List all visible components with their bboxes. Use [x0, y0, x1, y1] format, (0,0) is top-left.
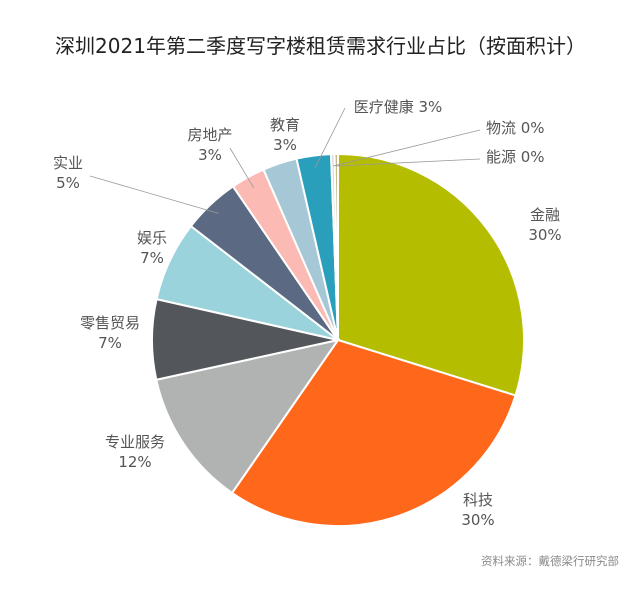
slice-label-name: 零售贸易: [80, 314, 140, 332]
pie-slice-1: [230, 338, 517, 528]
slice-label-3: 零售贸易 7%: [80, 314, 140, 352]
leader-line-6: [229, 147, 255, 189]
slice-label-0: 金融 30%: [528, 206, 561, 244]
slice-labels: 金融 30% 科技 30% 专业服务 12% 零售贸易 7% 娱乐 7% 实业 5% 房地产 3% 教育 3%…: [53, 98, 562, 529]
slice-label-value: 5%: [56, 174, 80, 192]
slice-label-1: 科技 30%: [461, 491, 494, 529]
slice-label-name: 科技: [463, 491, 493, 509]
slice-label-value: 3%: [273, 136, 297, 154]
chart-title: 深圳2021年第二季度写字楼租赁需求行业占比（按面积计）: [55, 34, 586, 58]
pie-slice-10: [333, 152, 339, 341]
slice-label-name: 实业: [53, 154, 83, 172]
leader-line-10: [336, 158, 481, 167]
slice-label-4: 娱乐 7%: [137, 229, 167, 267]
slice-label-value: 3%: [198, 146, 222, 164]
slice-label-name: 娱乐: [137, 229, 167, 247]
slice-label-value: 30%: [461, 511, 494, 529]
slice-label-name: 房地产: [187, 126, 232, 144]
leader-line-5: [89, 175, 219, 214]
slice-label-2: 专业服务 12%: [105, 433, 165, 471]
slice-label-name: 金融: [530, 206, 560, 224]
leader-line-8: [314, 107, 346, 168]
slice-label-6: 房地产 3%: [187, 126, 232, 164]
slice-label-7: 教育 3%: [270, 116, 300, 154]
slice-label-8: 医疗健康 3%: [354, 98, 443, 116]
slice-label-9: 物流 0%: [486, 119, 545, 137]
slice-label-value: 30%: [528, 226, 561, 244]
leader-line-9: [333, 129, 481, 167]
pie-slices: [150, 152, 525, 528]
leader-lines: [89, 107, 481, 214]
slice-label-name: 教育: [270, 116, 300, 134]
slice-label-5: 实业 5%: [53, 154, 83, 192]
slice-label-value: 7%: [140, 249, 164, 267]
slice-label-value: 7%: [98, 334, 122, 352]
slice-label-value: 12%: [118, 453, 151, 471]
slice-label-10: 能源 0%: [486, 148, 545, 166]
slice-label-name: 专业服务: [105, 433, 165, 451]
pie-slice-0: [337, 152, 525, 397]
source-note: 资料来源：戴德梁行研究部: [481, 554, 619, 568]
pie-slice-2: [155, 338, 341, 495]
